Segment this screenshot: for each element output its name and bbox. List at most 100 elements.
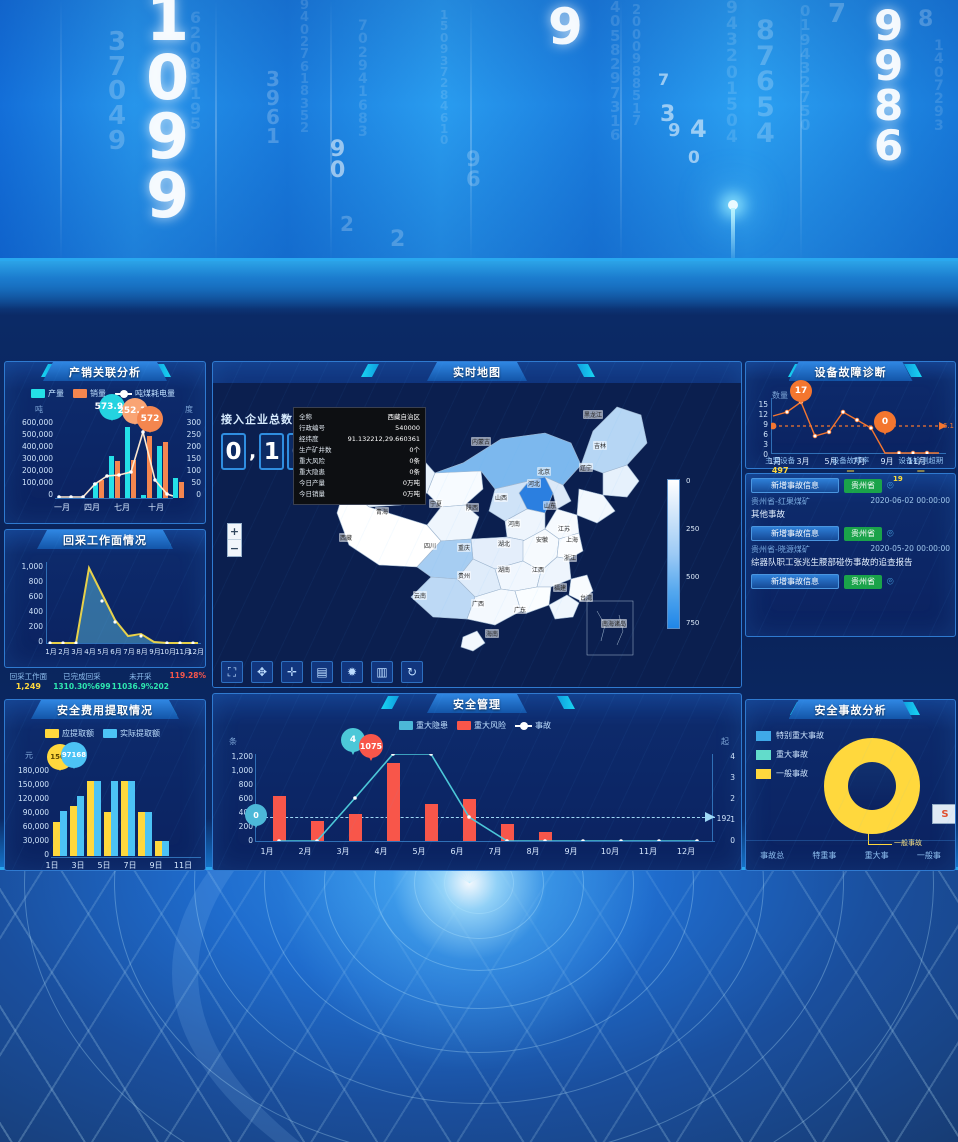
legend-item-sales: 销量 <box>73 388 106 399</box>
globe-icon[interactable]: ✹ <box>341 661 363 683</box>
legend-item-due: 应提取额 <box>45 728 94 739</box>
ytick-right: 150 <box>186 454 201 463</box>
legend-production: 产量 销量 吨煤耗电量 <box>31 388 175 399</box>
expand-icon[interactable]: ✥ <box>251 661 273 683</box>
location-pin-icon[interactable]: ⌾ 19 <box>887 474 903 492</box>
panel-title-workface: 回采工作面情况 <box>5 530 205 551</box>
xtick: 1月 <box>768 457 782 466</box>
province-label: 上海 <box>565 535 580 544</box>
tooltip-value: 540000 <box>395 424 420 432</box>
province-label: 贵州 <box>457 571 472 580</box>
map-toolbar[interactable]: ⛶ ✥ ✛ ▤ ✹ ▥ ↻ <box>221 661 423 683</box>
map-zoom-control[interactable]: + − <box>227 523 242 557</box>
tooltip-value: 0条 <box>409 457 420 465</box>
panel-event-list[interactable]: 新增事故信息 贵州省 ⌾ 19 贵州省-红果煤矿 2020-06-02 00:00… <box>745 473 956 637</box>
ytick: 800 <box>28 577 43 586</box>
province-label: 西藏 <box>339 533 354 542</box>
ytick-right: 300 <box>186 418 201 427</box>
list-item[interactable]: 新增事故信息 贵州省 ⌾ 贵州省-晓源煤矿 2020-05-20 00:00:0… <box>751 526 950 569</box>
ytick: 60,000 <box>22 822 49 831</box>
tooltip-value: 0个 <box>409 446 420 454</box>
location-pin-icon[interactable]: ⌾ <box>887 526 894 540</box>
donut-label: 一般事故 <box>894 839 922 847</box>
event-mine: 贵州省-晓源煤矿 <box>751 545 810 554</box>
list-item[interactable]: 新增事故信息 贵州省 ⌾ <box>751 574 950 589</box>
ytick: 1,000 <box>21 562 43 571</box>
callout-balloon: 573.94 <box>95 394 129 424</box>
legend-item-output: 产量 <box>31 388 64 399</box>
chart-plot-workface <box>48 564 198 644</box>
zoom-in-button[interactable]: + <box>228 525 241 540</box>
beacon-glow-icon <box>728 200 738 210</box>
xtick: 8月 <box>136 648 148 656</box>
province-label: 江苏 <box>557 524 572 533</box>
zoom-out-button[interactable]: − <box>229 541 240 555</box>
collapse-icon[interactable]: ✛ <box>281 661 303 683</box>
xtick: 1月 <box>260 847 274 856</box>
fullscreen-icon[interactable]: ⛶ <box>221 661 243 683</box>
ytick-right: 250 <box>186 430 201 439</box>
legend-swatch-actual <box>103 729 117 738</box>
xtick: 7日 <box>123 861 137 870</box>
callout-value: 97168 <box>61 742 87 768</box>
ytick: 30,000 <box>22 836 49 845</box>
map-canvas[interactable]: 接入企业总数 0 , 1 0 7 <box>213 383 741 687</box>
side-toggle-button[interactable]: S <box>932 804 955 824</box>
legend-swatch-due <box>45 729 59 738</box>
ytick: 9 <box>763 420 768 429</box>
ytick-left: 800 <box>238 780 253 789</box>
ytick-right: 1 <box>730 815 735 824</box>
donut-chart[interactable] <box>824 738 920 834</box>
tooltip-value: 0万吨 <box>402 490 420 498</box>
ytick-right: 50 <box>191 478 201 487</box>
ytick: 3 <box>763 440 768 449</box>
panel-safety-management: 安全管理 重大隐患 重大风险 事故 条 起 1,200 1,000 800 60… <box>212 693 742 871</box>
panel-title-map: 实时地图 <box>213 362 741 383</box>
refresh-icon[interactable]: ↻ <box>401 661 423 683</box>
legend-item-major: 重大事故 <box>756 749 824 760</box>
xtick: 1月 <box>45 648 57 656</box>
province-label: 吉林 <box>593 441 608 450</box>
xtick: 七月 <box>114 503 130 512</box>
xtick: 9月 <box>564 847 578 856</box>
tooltip-key: 生产矿井数 <box>299 446 332 454</box>
xtick: 3月 <box>336 847 350 856</box>
ytick: 6 <box>763 430 768 439</box>
province-label: 福建 <box>553 583 568 592</box>
footer-value: — <box>916 466 925 475</box>
axis-label-items: 条 <box>229 737 237 746</box>
tooltip-key: 经纬度 <box>299 435 319 443</box>
xtick: 7月 <box>123 648 135 656</box>
ytick-right: 0 <box>730 836 735 845</box>
panel-title-text: 产销关联分析 <box>69 365 141 379</box>
tooltip-key: 行政编号 <box>299 424 325 432</box>
ytick-left: 200 <box>238 822 253 831</box>
ytick: 15 <box>758 400 768 409</box>
ytick: 180,000 <box>17 766 49 775</box>
ytick: 12 <box>758 410 768 419</box>
scale-tick: 0 <box>686 477 691 485</box>
footer-key: 主要设备 <box>765 456 796 465</box>
chart-icon[interactable]: ▥ <box>371 661 393 683</box>
footer-key: 回采工作面 <box>9 672 48 681</box>
ytick-left: 300,000 <box>21 454 53 463</box>
list-item[interactable]: 新增事故信息 贵州省 ⌾ 19 贵州省-红果煤矿 2020-06-02 00:00… <box>751 474 950 521</box>
beacon-stem <box>731 208 735 262</box>
panel-title-text: 实时地图 <box>453 365 501 379</box>
footer-cell: 一般事 <box>903 841 955 870</box>
event-date: 2020-05-20 00:00:00 <box>870 544 950 553</box>
xtick: 6月 <box>110 648 122 656</box>
footer-key: 重大事 <box>864 850 889 860</box>
province-label: 南海诸岛 <box>601 619 628 628</box>
footer-key: 设备故障率 <box>831 456 870 465</box>
panel-production-sales: 产销关联分析 产量 销量 吨煤耗电量 吨 度 600,000 500,000 4… <box>4 361 206 524</box>
location-pin-icon[interactable]: ⌾ <box>887 574 894 588</box>
footer-value: 119.28% <box>169 671 206 680</box>
province-label: 山东 <box>543 501 558 510</box>
legend-safety-mgmt: 重大隐患 重大风险 事故 <box>399 720 551 731</box>
layers-icon[interactable]: ▤ <box>311 661 333 683</box>
xtick: 11日 <box>173 861 193 870</box>
province-label: 江西 <box>531 565 546 574</box>
